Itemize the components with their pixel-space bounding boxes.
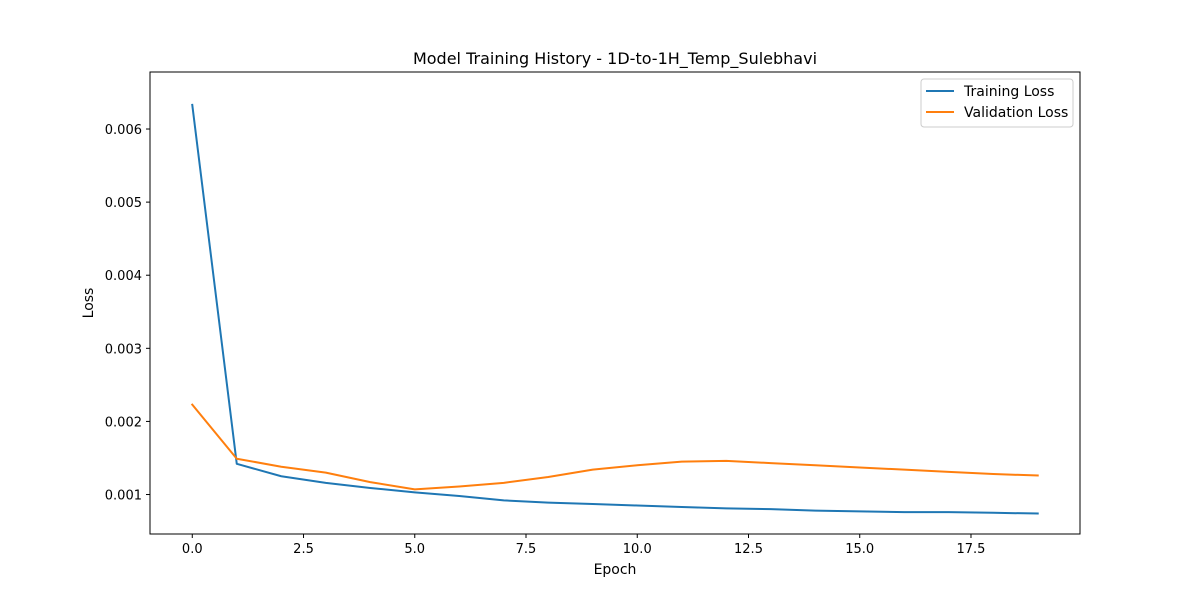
- x-tick-label: 0.0: [182, 542, 203, 557]
- x-tick-label: 15.0: [845, 542, 874, 557]
- x-tick-label: 5.0: [404, 542, 425, 557]
- series-line-training-loss: [191, 103, 1039, 515]
- legend-label: Training Loss: [963, 84, 1054, 100]
- y-tick-label: 0.006: [105, 123, 142, 138]
- x-tick-label: 12.5: [734, 542, 763, 557]
- legend: Training Loss Validation Loss: [920, 78, 1074, 128]
- y-tick-label: 0.002: [105, 415, 142, 430]
- series-line-validation-loss: [190, 403, 1039, 491]
- x-axis-ticks: 0.0 2.5 5.0 7.5 10.0 12.5 15.0 17.5: [182, 534, 986, 557]
- x-tick-label: 10.0: [623, 542, 652, 557]
- y-axis-label: Loss: [81, 288, 97, 319]
- y-tick-label: 0.004: [105, 269, 142, 284]
- y-tick-label: 0.001: [105, 489, 142, 504]
- plot-area: [149, 71, 1081, 535]
- legend-label: Validation Loss: [964, 105, 1068, 121]
- y-tick-label: 0.005: [105, 196, 142, 211]
- x-tick-label: 7.5: [516, 542, 537, 557]
- chart-title: Model Training History - 1D-to-1H_Temp_S…: [413, 49, 817, 69]
- x-tick-label: 2.5: [293, 542, 314, 557]
- legend-box: [920, 78, 1074, 128]
- x-axis-label: Epoch: [594, 562, 637, 578]
- x-tick-label: 17.5: [957, 542, 986, 557]
- series-layer: [190, 103, 1039, 515]
- y-tick-label: 0.003: [105, 342, 142, 357]
- y-axis-ticks: 0.001 0.002 0.003 0.004 0.005 0.006: [105, 123, 150, 504]
